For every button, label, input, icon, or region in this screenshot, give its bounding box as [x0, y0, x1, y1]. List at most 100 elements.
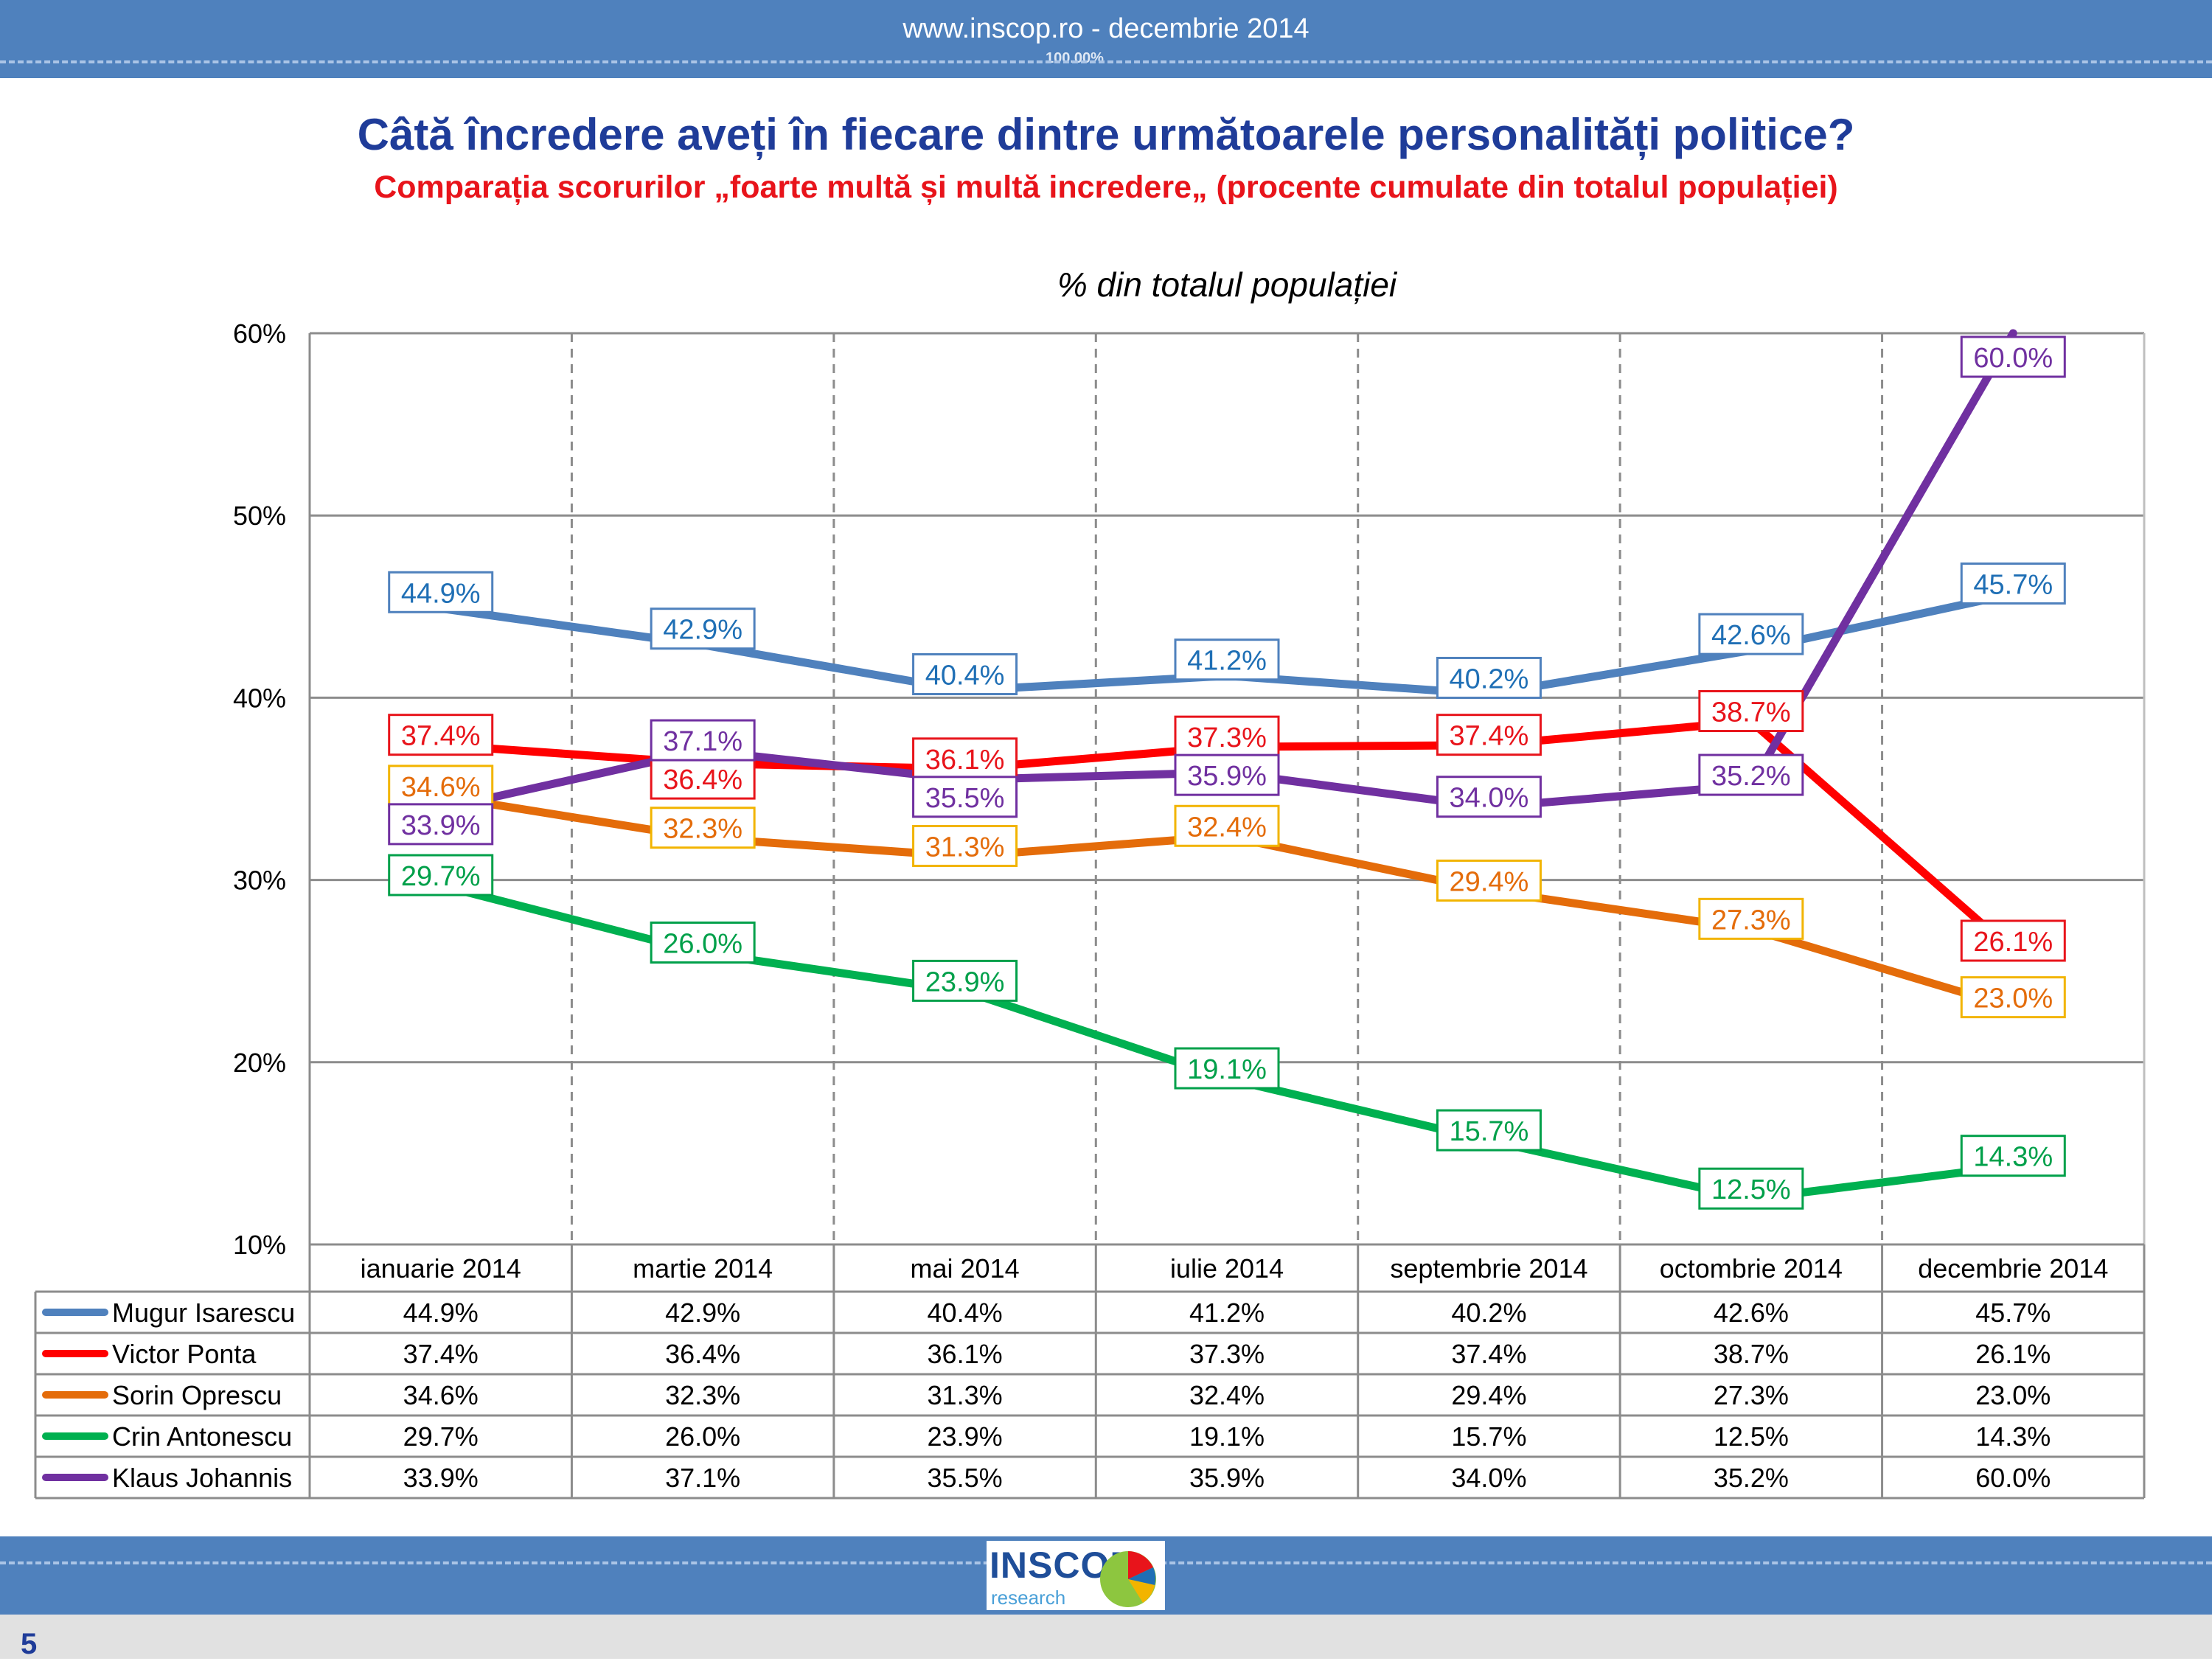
- data-label: 35.5%: [925, 783, 1005, 814]
- table-cell: 23.0%: [1975, 1380, 2051, 1410]
- data-label: 42.6%: [1711, 620, 1791, 651]
- table-cell: 38.7%: [1714, 1339, 1789, 1369]
- data-label: 15.7%: [1450, 1116, 1529, 1147]
- table-cell: 29.7%: [403, 1421, 479, 1452]
- data-label: 31.3%: [925, 832, 1005, 863]
- data-label: 35.9%: [1187, 761, 1267, 792]
- table-cell: 26.1%: [1975, 1339, 2051, 1369]
- table-cell: 32.3%: [665, 1380, 740, 1410]
- data-label-box: [912, 737, 1018, 780]
- data-label: 40.2%: [1450, 664, 1529, 694]
- table-cell: 44.9%: [403, 1298, 479, 1328]
- x-tick-label: octombrie 2014: [1660, 1253, 1843, 1284]
- table-cell: 29.4%: [1451, 1380, 1526, 1410]
- data-label: 44.9%: [401, 578, 481, 609]
- data-label: 19.1%: [1187, 1054, 1267, 1085]
- table-cell: 36.1%: [928, 1339, 1003, 1369]
- table-cell: 60.0%: [1975, 1463, 2051, 1493]
- data-label-box: [1960, 976, 2066, 1019]
- data-label: 29.4%: [1450, 866, 1529, 897]
- data-label-box: [1436, 1109, 1542, 1152]
- table-cell: 34.6%: [403, 1380, 479, 1410]
- data-label: 42.9%: [663, 615, 742, 646]
- data-label-box: [1174, 804, 1280, 847]
- pie-logo-icon: [1100, 1551, 1156, 1607]
- data-label-box: [1436, 714, 1542, 756]
- data-label-box: [1174, 753, 1280, 796]
- y-tick-label: 50%: [233, 501, 286, 531]
- x-tick-label: martie 2014: [633, 1253, 773, 1284]
- data-label-box: [650, 607, 756, 650]
- page-title: Câtă încredere aveți în fiecare dintre u…: [357, 110, 1855, 159]
- data-label-box: [1436, 859, 1542, 902]
- data-label-box: [388, 854, 494, 896]
- data-label: 37.1%: [663, 726, 742, 757]
- data-label-box: [1174, 1047, 1280, 1090]
- legend-label: Mugur Isarescu: [112, 1298, 295, 1328]
- data-label-box: [650, 921, 756, 964]
- legend-label: Victor Ponta: [112, 1339, 257, 1369]
- data-label-box: [388, 571, 494, 613]
- legend-label: Sorin Oprescu: [112, 1380, 282, 1410]
- table-cell: 33.9%: [403, 1463, 479, 1493]
- data-label: 37.4%: [401, 721, 481, 752]
- y-tick-label: 10%: [233, 1230, 286, 1260]
- website-url: www.inscop.ro - decembrie 2014: [902, 13, 1310, 44]
- data-label-box: [1436, 776, 1542, 818]
- data-label-box: [912, 959, 1018, 1002]
- data-label-box: [1698, 753, 1804, 796]
- x-tick-label: iulie 2014: [1170, 1253, 1284, 1284]
- data-label-box: [912, 776, 1018, 818]
- data-label: 32.3%: [663, 814, 742, 845]
- data-label: 60.0%: [1973, 343, 2053, 374]
- y-tick-label: 20%: [233, 1048, 286, 1078]
- y-tick-label: 30%: [233, 866, 286, 896]
- data-label-box: [1698, 690, 1804, 733]
- data-label: 26.0%: [663, 928, 742, 959]
- table-cell: 12.5%: [1714, 1421, 1789, 1452]
- data-label: 37.3%: [1187, 722, 1267, 753]
- y-tick-label: 40%: [233, 683, 286, 713]
- table-cell: 15.7%: [1451, 1421, 1526, 1452]
- table-cell: 40.2%: [1451, 1298, 1526, 1328]
- table-cell: 31.3%: [928, 1380, 1003, 1410]
- legend-label: Crin Antonescu: [112, 1421, 292, 1452]
- table-cell: 23.9%: [928, 1421, 1003, 1452]
- data-label: 41.2%: [1187, 646, 1267, 677]
- data-label-box: [1174, 638, 1280, 681]
- data-label-box: [1174, 715, 1280, 758]
- legend-label: Klaus Johannis: [112, 1463, 292, 1493]
- page-number: 5: [21, 1628, 38, 1660]
- table-cell: 14.3%: [1975, 1421, 2051, 1452]
- data-label: 34.6%: [401, 772, 481, 803]
- data-label: 14.3%: [1973, 1142, 2053, 1173]
- data-label-box: [1960, 335, 2066, 378]
- data-label-box: [388, 714, 494, 756]
- data-label-box: [912, 653, 1018, 696]
- inscop-logo: INSCOP research: [987, 1541, 1165, 1610]
- data-label-box: [650, 807, 756, 849]
- table-cell: 42.6%: [1714, 1298, 1789, 1328]
- table-cell: 34.0%: [1451, 1463, 1526, 1493]
- data-label: 32.4%: [1187, 812, 1267, 843]
- data-label: 27.3%: [1711, 905, 1791, 936]
- table-cell: 37.1%: [665, 1463, 740, 1493]
- table-cell: 40.4%: [928, 1298, 1003, 1328]
- data-label-box: [1698, 1167, 1804, 1210]
- table-cell: 37.3%: [1189, 1339, 1265, 1369]
- page-subtitle: Comparația scorurilor „foarte multă și m…: [374, 170, 1838, 205]
- data-label-box: [1698, 897, 1804, 940]
- table-cell: 19.1%: [1189, 1421, 1265, 1452]
- table-cell: 41.2%: [1189, 1298, 1265, 1328]
- data-label: 38.7%: [1711, 697, 1791, 728]
- table-cell: 42.9%: [665, 1298, 740, 1328]
- data-label: 23.9%: [925, 967, 1005, 997]
- data-label-box: [1960, 919, 2066, 962]
- data-label: 23.0%: [1973, 983, 2053, 1014]
- line-chart: % din totalul populației 10% 20% 30% 40% 50% 6…: [34, 265, 2146, 1500]
- table-cell: 27.3%: [1714, 1380, 1789, 1410]
- data-label-box: [1960, 562, 2066, 605]
- chart-title: % din totalul populației: [1057, 265, 1398, 304]
- data-label: 29.7%: [401, 861, 481, 892]
- data-label: 26.1%: [1973, 927, 2053, 958]
